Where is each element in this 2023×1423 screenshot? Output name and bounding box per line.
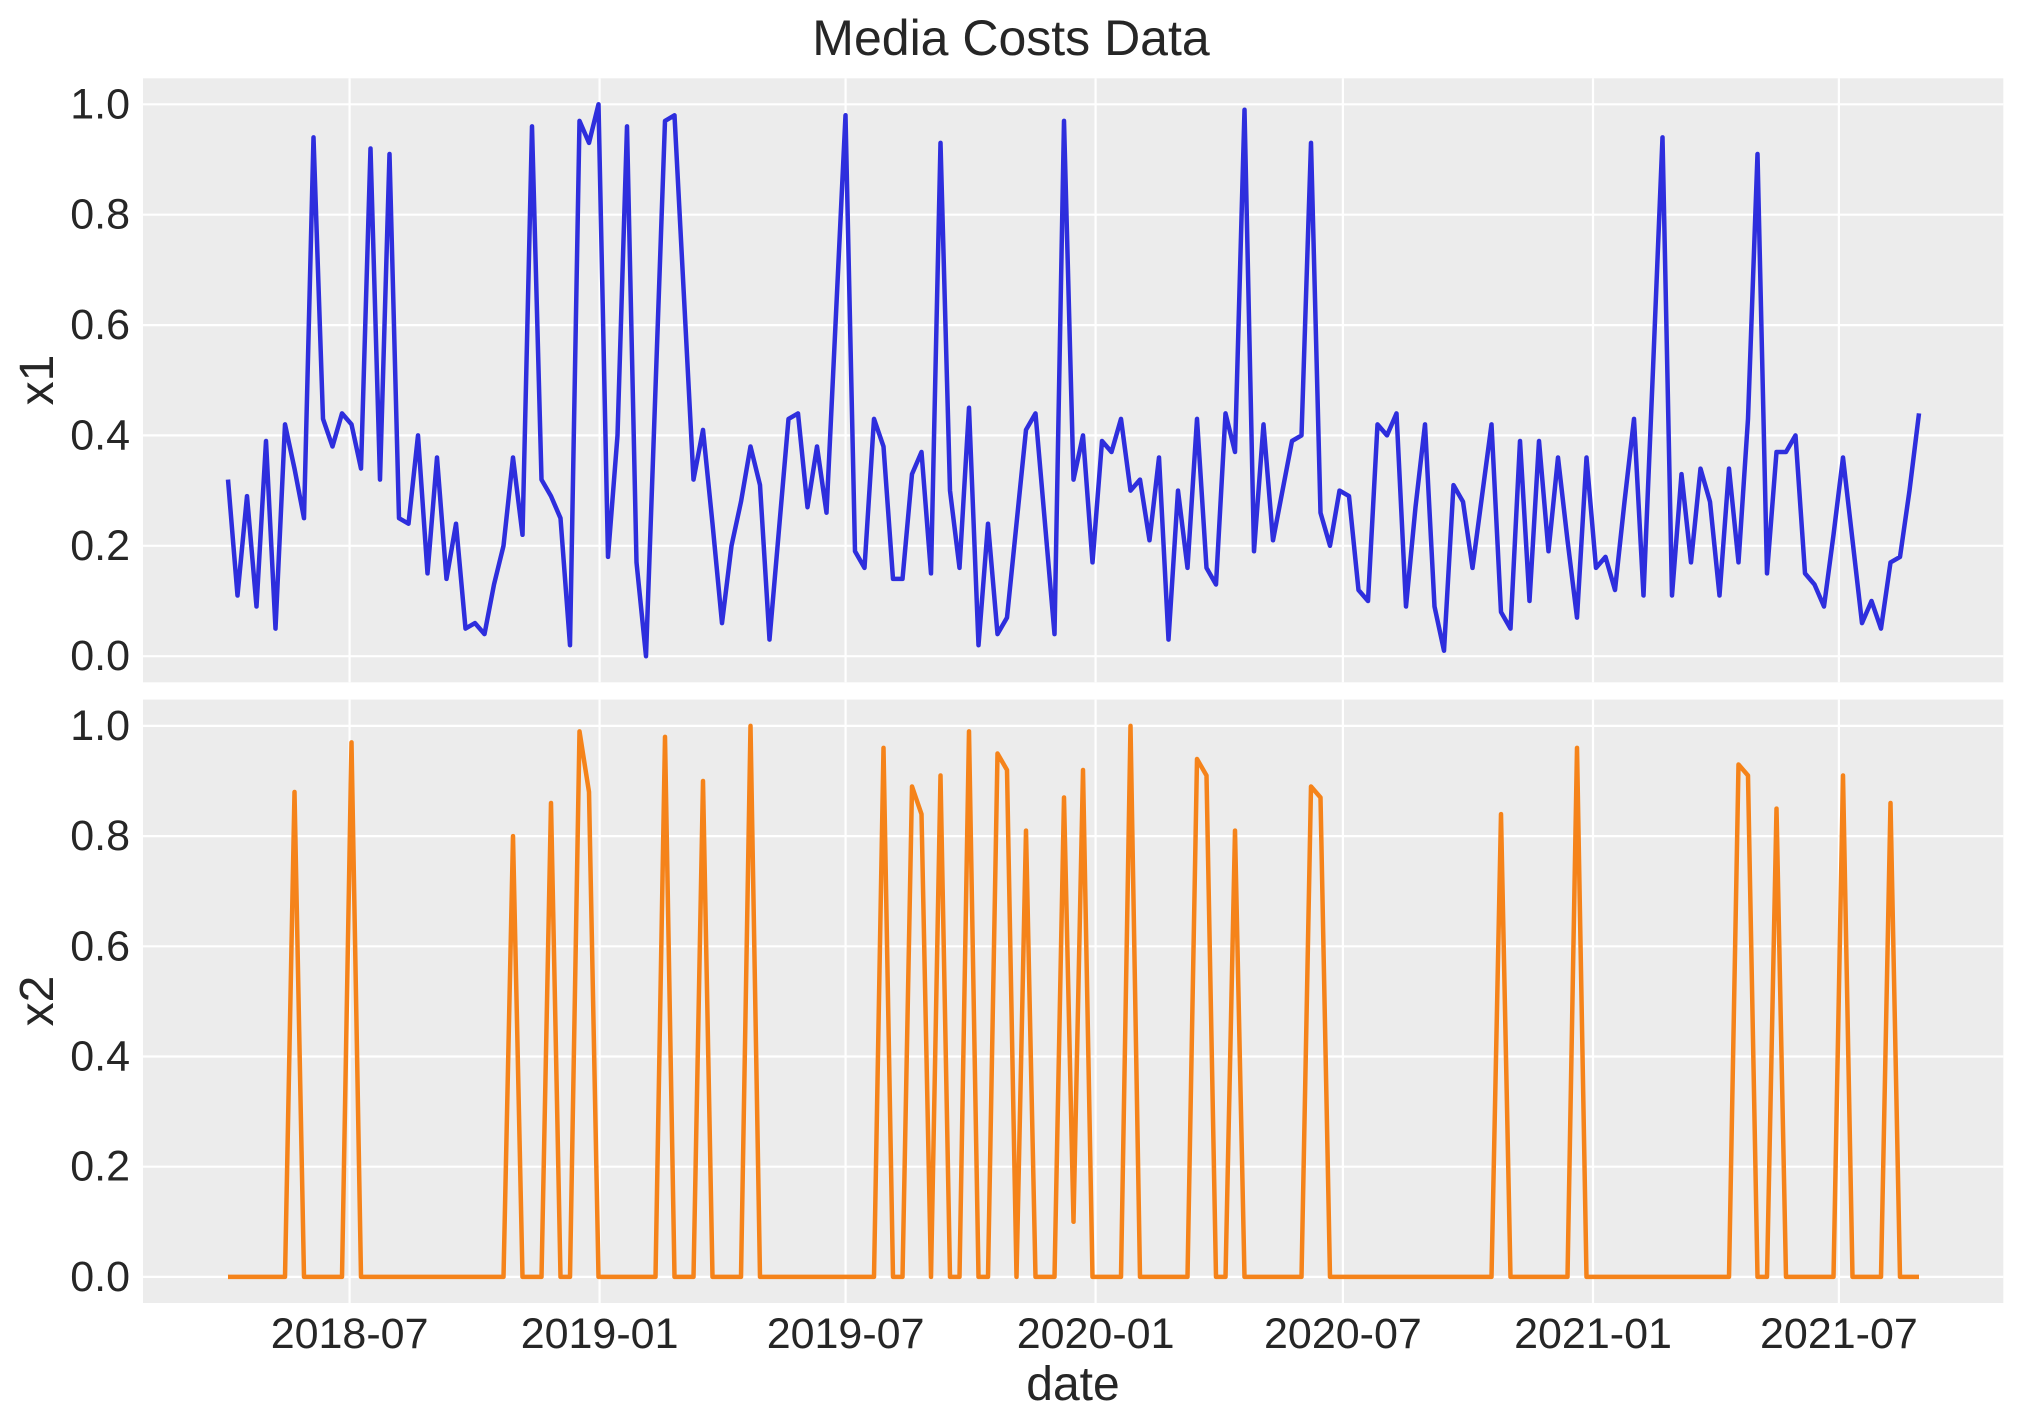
- svg-text:date: date: [1026, 1358, 1119, 1411]
- svg-text:1.0: 1.0: [70, 702, 130, 750]
- svg-text:0.4: 0.4: [70, 1033, 130, 1081]
- svg-text:0.2: 0.2: [70, 1143, 130, 1191]
- svg-text:x2: x2: [11, 976, 64, 1027]
- svg-text:0.0: 0.0: [70, 1253, 130, 1301]
- svg-text:2021-07: 2021-07: [1760, 1310, 1918, 1358]
- svg-text:0.8: 0.8: [70, 812, 130, 860]
- svg-text:0.0: 0.0: [70, 632, 130, 680]
- svg-text:2021-01: 2021-01: [1514, 1310, 1672, 1358]
- svg-text:0.8: 0.8: [70, 191, 130, 239]
- svg-text:2020-07: 2020-07: [1264, 1310, 1422, 1358]
- svg-text:2018-07: 2018-07: [271, 1310, 429, 1358]
- svg-text:1.0: 1.0: [70, 80, 130, 128]
- svg-text:0.6: 0.6: [70, 301, 130, 349]
- svg-text:Media Costs Data: Media Costs Data: [812, 10, 1210, 66]
- svg-text:x1: x1: [11, 355, 64, 406]
- svg-text:2019-07: 2019-07: [767, 1310, 925, 1358]
- svg-text:2020-01: 2020-01: [1017, 1310, 1175, 1358]
- svg-text:2019-01: 2019-01: [521, 1310, 679, 1358]
- svg-text:0.4: 0.4: [70, 411, 130, 459]
- svg-text:0.2: 0.2: [70, 522, 130, 570]
- svg-text:0.6: 0.6: [70, 922, 130, 970]
